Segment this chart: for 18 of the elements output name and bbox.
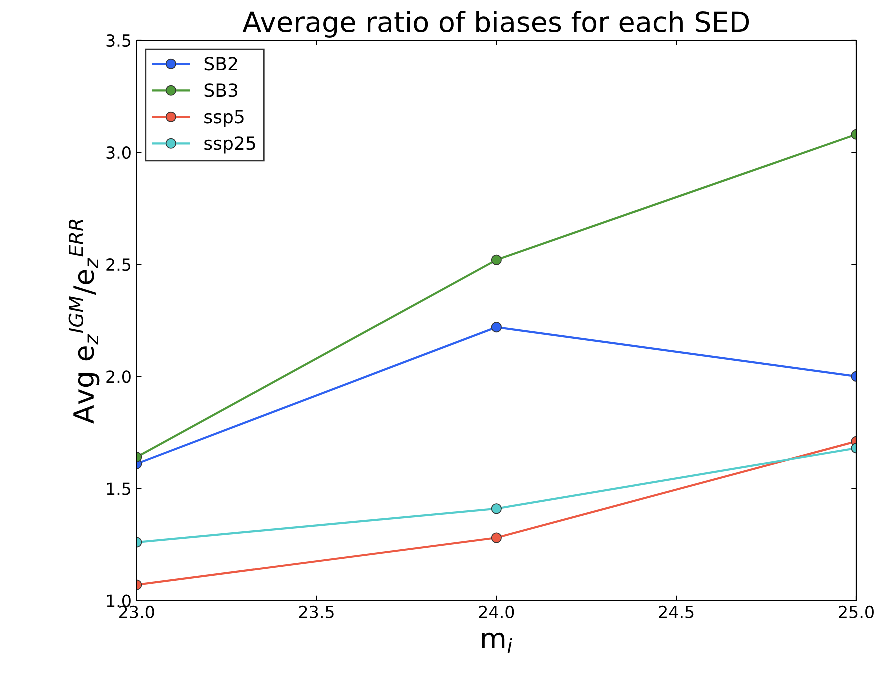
y-tick-label: 3.5 bbox=[106, 34, 131, 48]
legend-label: SB3 bbox=[204, 84, 238, 98]
y-tick-label: 1.0 bbox=[107, 594, 131, 608]
y-tick-label: 2.0 bbox=[106, 370, 131, 384]
chart-title: Average ratio of biases for each SED bbox=[242, 11, 750, 38]
legend-label: ssp5 bbox=[204, 110, 244, 128]
y-tick-label: 1.5 bbox=[107, 482, 131, 496]
y-tick-label: 2.5 bbox=[106, 258, 131, 272]
x-tick-label: 24.0 bbox=[479, 606, 514, 619]
x-tick-label: 23.5 bbox=[299, 606, 334, 619]
y-tick-label: 3.0 bbox=[106, 146, 131, 160]
legend-label: SB2 bbox=[204, 57, 238, 71]
x-axis-title: m$_{i}$ bbox=[482, 632, 513, 653]
x-tick-label: 23.0 bbox=[120, 606, 154, 619]
x-tick-label: 25.0 bbox=[839, 606, 874, 619]
legend-label: ssp25 bbox=[204, 136, 256, 154]
x-tick-label: 24.5 bbox=[659, 606, 694, 619]
y-axis-title: Avg e$_{z}$$^{IGM}$/e$_{z}$$^{ERR}$ bbox=[68, 220, 100, 424]
